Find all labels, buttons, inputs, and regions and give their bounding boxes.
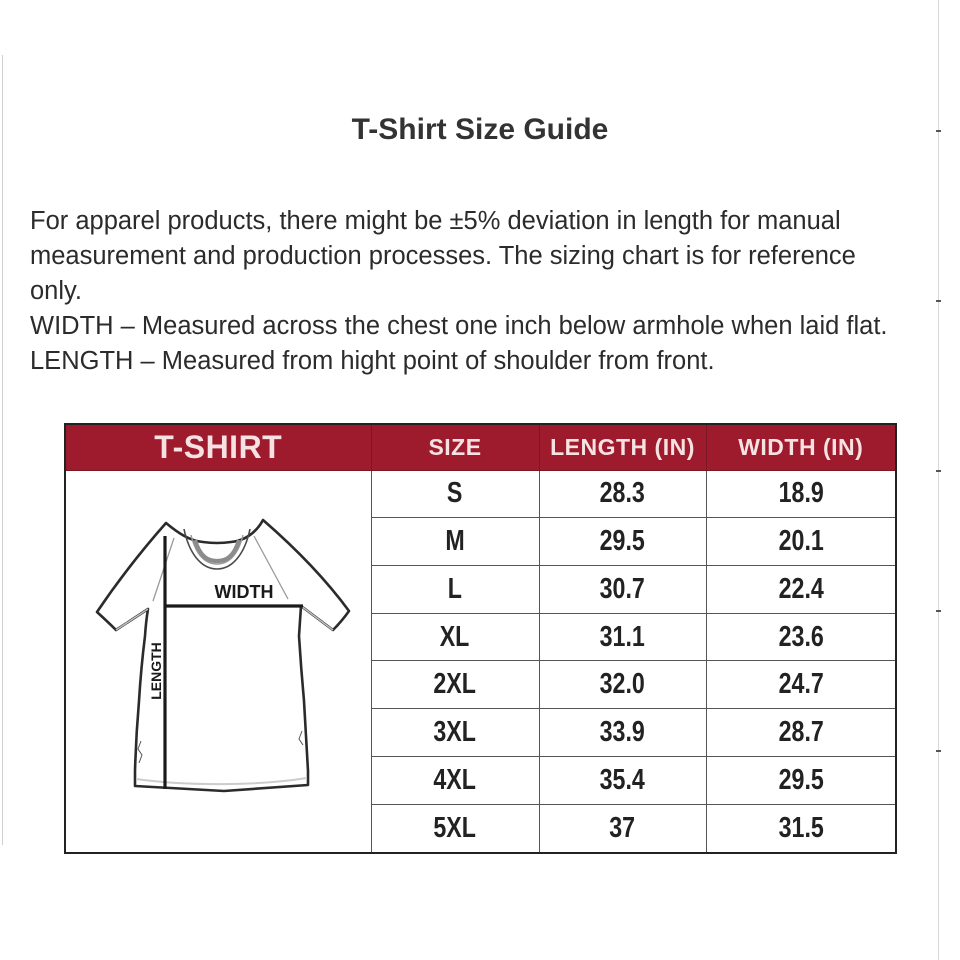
svg-text:LENGTH: LENGTH xyxy=(148,642,164,700)
svg-text:WIDTH: WIDTH xyxy=(215,582,274,602)
